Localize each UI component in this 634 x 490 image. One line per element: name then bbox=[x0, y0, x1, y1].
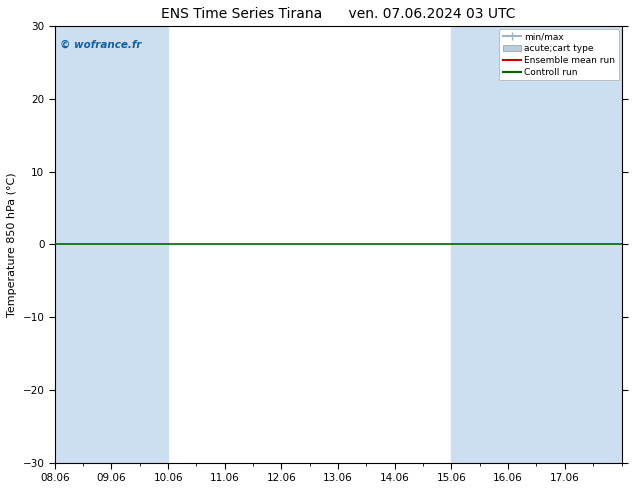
Bar bbox=[112, 26, 168, 463]
Title: ENS Time Series Tirana      ven. 07.06.2024 03 UTC: ENS Time Series Tirana ven. 07.06.2024 0… bbox=[161, 7, 515, 21]
Bar bbox=[565, 26, 621, 463]
Text: © wofrance.fr: © wofrance.fr bbox=[60, 39, 142, 49]
Bar bbox=[508, 26, 565, 463]
Bar bbox=[55, 26, 112, 463]
Legend: min/max, acute;cart type, Ensemble mean run, Controll run: min/max, acute;cart type, Ensemble mean … bbox=[499, 29, 619, 80]
Y-axis label: Temperature 850 hPa (°C): Temperature 850 hPa (°C) bbox=[7, 172, 17, 317]
Bar bbox=[451, 26, 508, 463]
